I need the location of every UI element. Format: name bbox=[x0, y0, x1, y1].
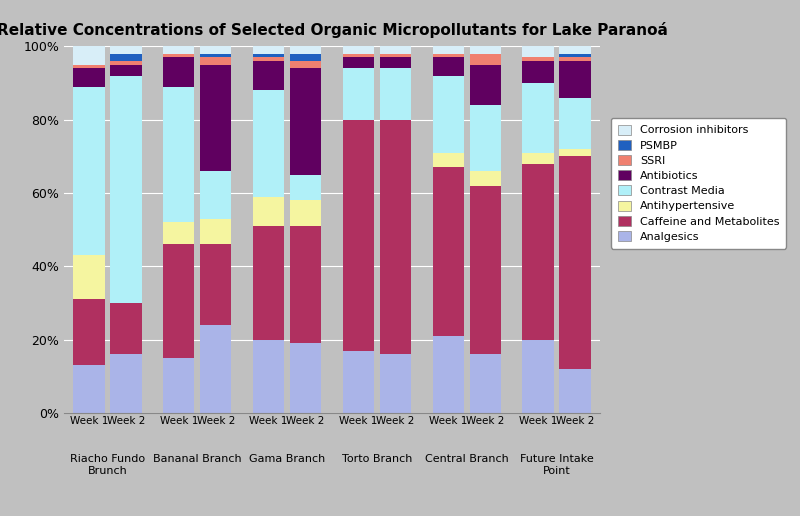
Bar bbox=[290, 46, 322, 54]
Bar bbox=[380, 120, 411, 354]
Bar bbox=[522, 83, 554, 153]
Bar bbox=[470, 171, 501, 186]
Text: Torto Branch: Torto Branch bbox=[342, 455, 412, 464]
Bar bbox=[433, 167, 464, 336]
Bar bbox=[559, 156, 590, 369]
Bar bbox=[253, 61, 284, 90]
Text: Riacho Fundo
Brunch: Riacho Fundo Brunch bbox=[70, 455, 145, 476]
Bar bbox=[342, 46, 374, 54]
Bar bbox=[74, 87, 105, 255]
Bar bbox=[110, 76, 142, 303]
Bar bbox=[110, 61, 142, 64]
Bar bbox=[380, 54, 411, 57]
Bar bbox=[163, 54, 194, 57]
Bar bbox=[559, 57, 590, 61]
Bar bbox=[433, 46, 464, 54]
Bar bbox=[200, 244, 231, 325]
Bar bbox=[110, 354, 142, 413]
Bar bbox=[433, 57, 464, 76]
Bar bbox=[110, 54, 142, 61]
Bar bbox=[253, 54, 284, 57]
Bar bbox=[380, 69, 411, 120]
Bar bbox=[200, 325, 231, 413]
Bar bbox=[163, 46, 194, 54]
Bar bbox=[200, 219, 231, 244]
Bar bbox=[253, 90, 284, 197]
Bar bbox=[559, 369, 590, 413]
Bar bbox=[74, 299, 105, 365]
Text: Future Intake
Point: Future Intake Point bbox=[519, 455, 594, 476]
Bar bbox=[290, 69, 322, 174]
Bar bbox=[290, 200, 322, 226]
Bar bbox=[290, 174, 322, 200]
Bar bbox=[253, 57, 284, 61]
Bar bbox=[433, 76, 464, 153]
Bar bbox=[163, 244, 194, 358]
Bar bbox=[559, 98, 590, 149]
Bar bbox=[200, 46, 231, 54]
Bar bbox=[163, 222, 194, 244]
Bar bbox=[200, 64, 231, 171]
Bar bbox=[290, 61, 322, 69]
Bar bbox=[342, 57, 374, 69]
Bar bbox=[163, 87, 194, 222]
Bar bbox=[110, 303, 142, 354]
Bar bbox=[433, 153, 464, 167]
Bar bbox=[342, 350, 374, 413]
Text: Gama Branch: Gama Branch bbox=[249, 455, 326, 464]
Bar bbox=[342, 120, 374, 350]
Bar bbox=[470, 64, 501, 105]
Bar bbox=[522, 340, 554, 413]
Bar bbox=[470, 354, 501, 413]
Bar bbox=[380, 57, 411, 69]
Text: Central Branch: Central Branch bbox=[425, 455, 509, 464]
Bar bbox=[522, 61, 554, 83]
Bar bbox=[110, 46, 142, 54]
Bar bbox=[253, 340, 284, 413]
Bar bbox=[559, 46, 590, 54]
Bar bbox=[380, 46, 411, 54]
Bar bbox=[522, 57, 554, 61]
Legend: Corrosion inhibitors, PSMBP, SSRI, Antibiotics, Contrast Media, Antihypertensive: Corrosion inhibitors, PSMBP, SSRI, Antib… bbox=[611, 118, 786, 249]
Bar bbox=[559, 61, 590, 98]
Bar bbox=[253, 197, 284, 226]
Bar bbox=[253, 226, 284, 340]
Bar bbox=[433, 336, 464, 413]
Bar bbox=[290, 343, 322, 413]
Bar bbox=[433, 54, 464, 57]
Bar bbox=[522, 164, 554, 340]
Bar bbox=[74, 365, 105, 413]
Bar bbox=[290, 54, 322, 61]
Bar bbox=[74, 255, 105, 299]
Bar bbox=[380, 354, 411, 413]
Bar bbox=[470, 46, 501, 54]
Bar bbox=[470, 186, 501, 354]
Bar bbox=[559, 54, 590, 57]
Bar bbox=[200, 54, 231, 57]
Bar bbox=[74, 46, 105, 64]
Bar bbox=[522, 46, 554, 57]
Bar bbox=[470, 54, 501, 64]
Bar bbox=[342, 69, 374, 120]
Bar bbox=[110, 64, 142, 76]
Bar bbox=[74, 69, 105, 87]
Bar bbox=[559, 149, 590, 156]
Bar bbox=[163, 358, 194, 413]
Title: Relative Concentrations of Selected Organic Micropollutants for Lake Paranoá: Relative Concentrations of Selected Orga… bbox=[0, 22, 667, 38]
Bar bbox=[200, 57, 231, 64]
Bar bbox=[522, 153, 554, 164]
Text: Bananal Branch: Bananal Branch bbox=[153, 455, 242, 464]
Bar bbox=[200, 171, 231, 219]
Bar bbox=[163, 57, 194, 87]
Bar bbox=[290, 226, 322, 343]
Bar bbox=[74, 64, 105, 69]
Bar bbox=[470, 105, 501, 171]
Bar bbox=[253, 46, 284, 54]
Bar bbox=[342, 54, 374, 57]
